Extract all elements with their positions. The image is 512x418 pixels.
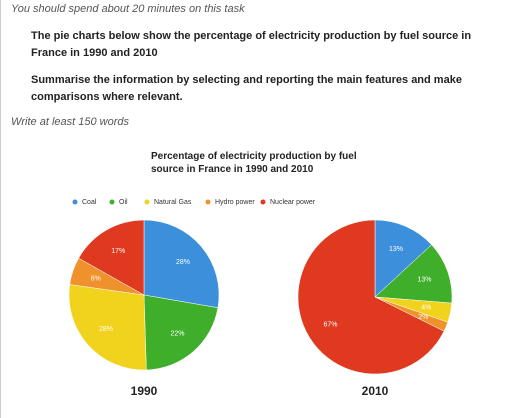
- legend-label: Coal: [82, 199, 97, 206]
- legend-label: Hydro power: [215, 199, 255, 206]
- pie-title: 1990: [131, 384, 158, 398]
- legend-swatch: [109, 199, 115, 205]
- pie-slice: [297, 219, 445, 375]
- slice-label: 28%: [99, 326, 113, 333]
- pie-slice: [143, 294, 219, 371]
- instruction: You should spend about 20 minutes on thi…: [11, 3, 245, 15]
- pie-title: 2010: [362, 384, 389, 398]
- slice-label: 28%: [176, 259, 190, 266]
- legend-swatch: [205, 199, 211, 205]
- slice-label: 2%: [418, 314, 428, 321]
- legend-swatch: [72, 199, 78, 205]
- slice-label: 22%: [170, 330, 184, 337]
- figure: Percentage of electricity production by …: [68, 151, 453, 398]
- pie-slice: [374, 244, 453, 304]
- slice-label: 6%: [91, 275, 101, 282]
- slice-label: 4%: [421, 305, 431, 312]
- slice-label: 17%: [111, 248, 125, 255]
- pie-slice: [374, 219, 432, 298]
- slice-label: 67%: [324, 321, 338, 328]
- legend-swatch: [260, 199, 266, 205]
- figure-title-box: Percentage of electricity production by …: [151, 151, 357, 175]
- legend-label: Oil: [119, 199, 128, 206]
- pie-slice: [78, 219, 145, 296]
- task-text: The pie charts below show the percentage…: [31, 30, 472, 59]
- slice-label: 13%: [417, 277, 431, 284]
- legend-label: Natural Gas: [154, 199, 192, 206]
- slice-label: 13%: [389, 246, 403, 253]
- task-text: Summarise the information by selecting a…: [31, 74, 462, 103]
- legend-label: Nuclear power: [270, 199, 316, 206]
- word-limit: Write at least 150 words: [11, 116, 129, 128]
- figure-title: Percentage of electricity production by …: [151, 151, 357, 175]
- pie-slice: [143, 219, 220, 309]
- pie-slice: [68, 284, 147, 371]
- legend-swatch: [144, 199, 150, 205]
